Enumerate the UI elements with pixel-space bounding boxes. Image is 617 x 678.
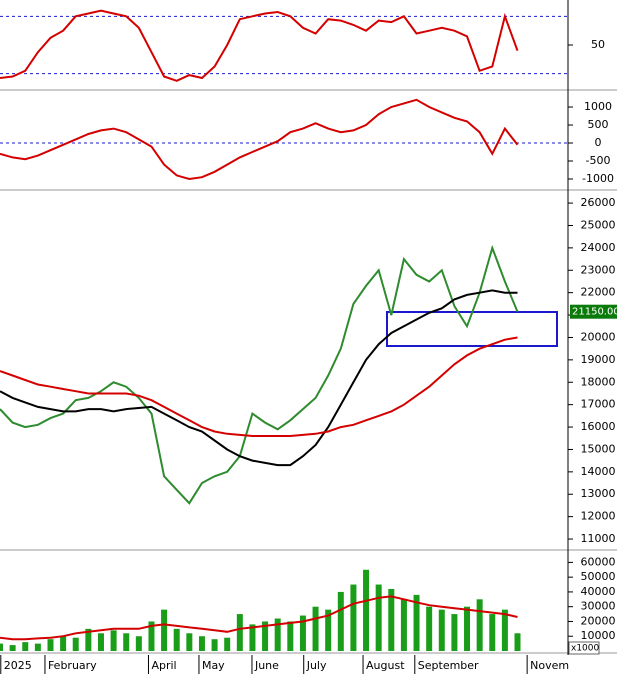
y-tick-label: 1000 bbox=[584, 100, 612, 113]
y-tick-label: 20000 bbox=[581, 614, 616, 627]
y-tick-label: 12000 bbox=[581, 510, 616, 523]
x-tick-label: 2025 bbox=[4, 659, 32, 672]
y-tick-label: -500 bbox=[586, 154, 611, 167]
y-tick-label: 17000 bbox=[581, 398, 616, 411]
volume-bar bbox=[198, 636, 205, 651]
series-line bbox=[0, 595, 518, 641]
volume-bar bbox=[211, 639, 218, 651]
volume-bar bbox=[363, 569, 370, 651]
volume-bar bbox=[262, 621, 269, 651]
unit-label: x1000 bbox=[571, 644, 600, 654]
last-price-box bbox=[570, 304, 617, 319]
volume-bar bbox=[337, 591, 344, 651]
x-tick-label: July bbox=[306, 659, 327, 672]
y-tick-label: 40000 bbox=[581, 585, 616, 598]
y-tick-label: 0 bbox=[595, 136, 602, 149]
volume-bar bbox=[413, 594, 420, 651]
series-line bbox=[0, 98, 519, 181]
x-tick-label: September bbox=[418, 659, 479, 672]
volume-bar bbox=[148, 621, 155, 651]
volume-bar bbox=[400, 599, 407, 651]
x-tick-label: August bbox=[366, 659, 405, 672]
volume-bar bbox=[426, 606, 433, 651]
volume-bar bbox=[464, 606, 471, 651]
volume-bar bbox=[110, 630, 117, 651]
x-tick-label: Novem bbox=[530, 659, 569, 672]
x-tick-label: June bbox=[254, 659, 279, 672]
volume-bar bbox=[0, 643, 3, 651]
x-tick-label: May bbox=[202, 659, 225, 672]
series-line bbox=[0, 9, 519, 82]
y-tick-label: -1000 bbox=[582, 172, 614, 185]
series-line bbox=[0, 336, 518, 437]
y-tick-label: 500 bbox=[588, 118, 609, 131]
y-tick-label: 18000 bbox=[581, 375, 616, 388]
x-tick-label: February bbox=[48, 659, 97, 672]
last-price-label: 21150.00 bbox=[572, 307, 617, 318]
series-line bbox=[0, 289, 518, 467]
y-tick-label: 22000 bbox=[581, 286, 616, 299]
volume-bar bbox=[173, 628, 180, 651]
y-tick-label: 24000 bbox=[581, 241, 616, 254]
y-tick-label: 11000 bbox=[581, 532, 616, 545]
volume-bar bbox=[451, 614, 458, 651]
volume-bar bbox=[123, 633, 130, 651]
volume-bar bbox=[85, 628, 92, 651]
volume-bar bbox=[135, 636, 142, 651]
volume-bar bbox=[72, 637, 79, 651]
y-tick-label: 60000 bbox=[581, 555, 616, 568]
volume-bar bbox=[249, 624, 256, 651]
y-tick-label: 15000 bbox=[581, 442, 616, 455]
volume-bar bbox=[236, 614, 243, 651]
y-tick-label: 14000 bbox=[581, 465, 616, 478]
volume-bar bbox=[312, 606, 319, 651]
volume-bar bbox=[47, 639, 54, 651]
volume-bar bbox=[388, 588, 395, 651]
volume-bar bbox=[514, 633, 521, 651]
volume-bar bbox=[375, 584, 382, 651]
volume-bar bbox=[9, 645, 16, 651]
volume-bar bbox=[325, 609, 332, 651]
volume-bar bbox=[97, 633, 104, 651]
volume-bar bbox=[501, 609, 508, 651]
x-tick-label: April bbox=[151, 659, 176, 672]
y-tick-label: 50000 bbox=[581, 570, 616, 583]
volume-bar bbox=[186, 633, 193, 651]
y-tick-label: 16000 bbox=[581, 420, 616, 433]
y-tick-label: 20000 bbox=[581, 330, 616, 343]
volume-bar bbox=[34, 643, 41, 651]
volume-bar bbox=[274, 618, 281, 651]
unit-box bbox=[568, 641, 600, 655]
series-line bbox=[0, 244, 519, 505]
y-tick-label: 23000 bbox=[581, 263, 616, 276]
y-tick-label: 25000 bbox=[581, 218, 616, 231]
y-tick-label: 13000 bbox=[581, 487, 616, 500]
volume-bar bbox=[22, 642, 29, 651]
volume-bar bbox=[476, 599, 483, 651]
volume-bar bbox=[350, 584, 357, 651]
volume-bar bbox=[161, 609, 168, 651]
volume-bar bbox=[224, 637, 231, 651]
volume-bar bbox=[489, 614, 496, 651]
volume-bar bbox=[299, 615, 306, 651]
y-tick-label: 26000 bbox=[581, 196, 616, 209]
volume-bar bbox=[60, 636, 67, 651]
y-tick-label: 19000 bbox=[581, 353, 616, 366]
y-tick-label: 10000 bbox=[581, 629, 616, 642]
volume-bar bbox=[438, 609, 445, 651]
y-tick-label: 50 bbox=[591, 38, 605, 51]
y-tick-label: 30000 bbox=[581, 600, 616, 613]
volume-bar bbox=[287, 621, 294, 651]
